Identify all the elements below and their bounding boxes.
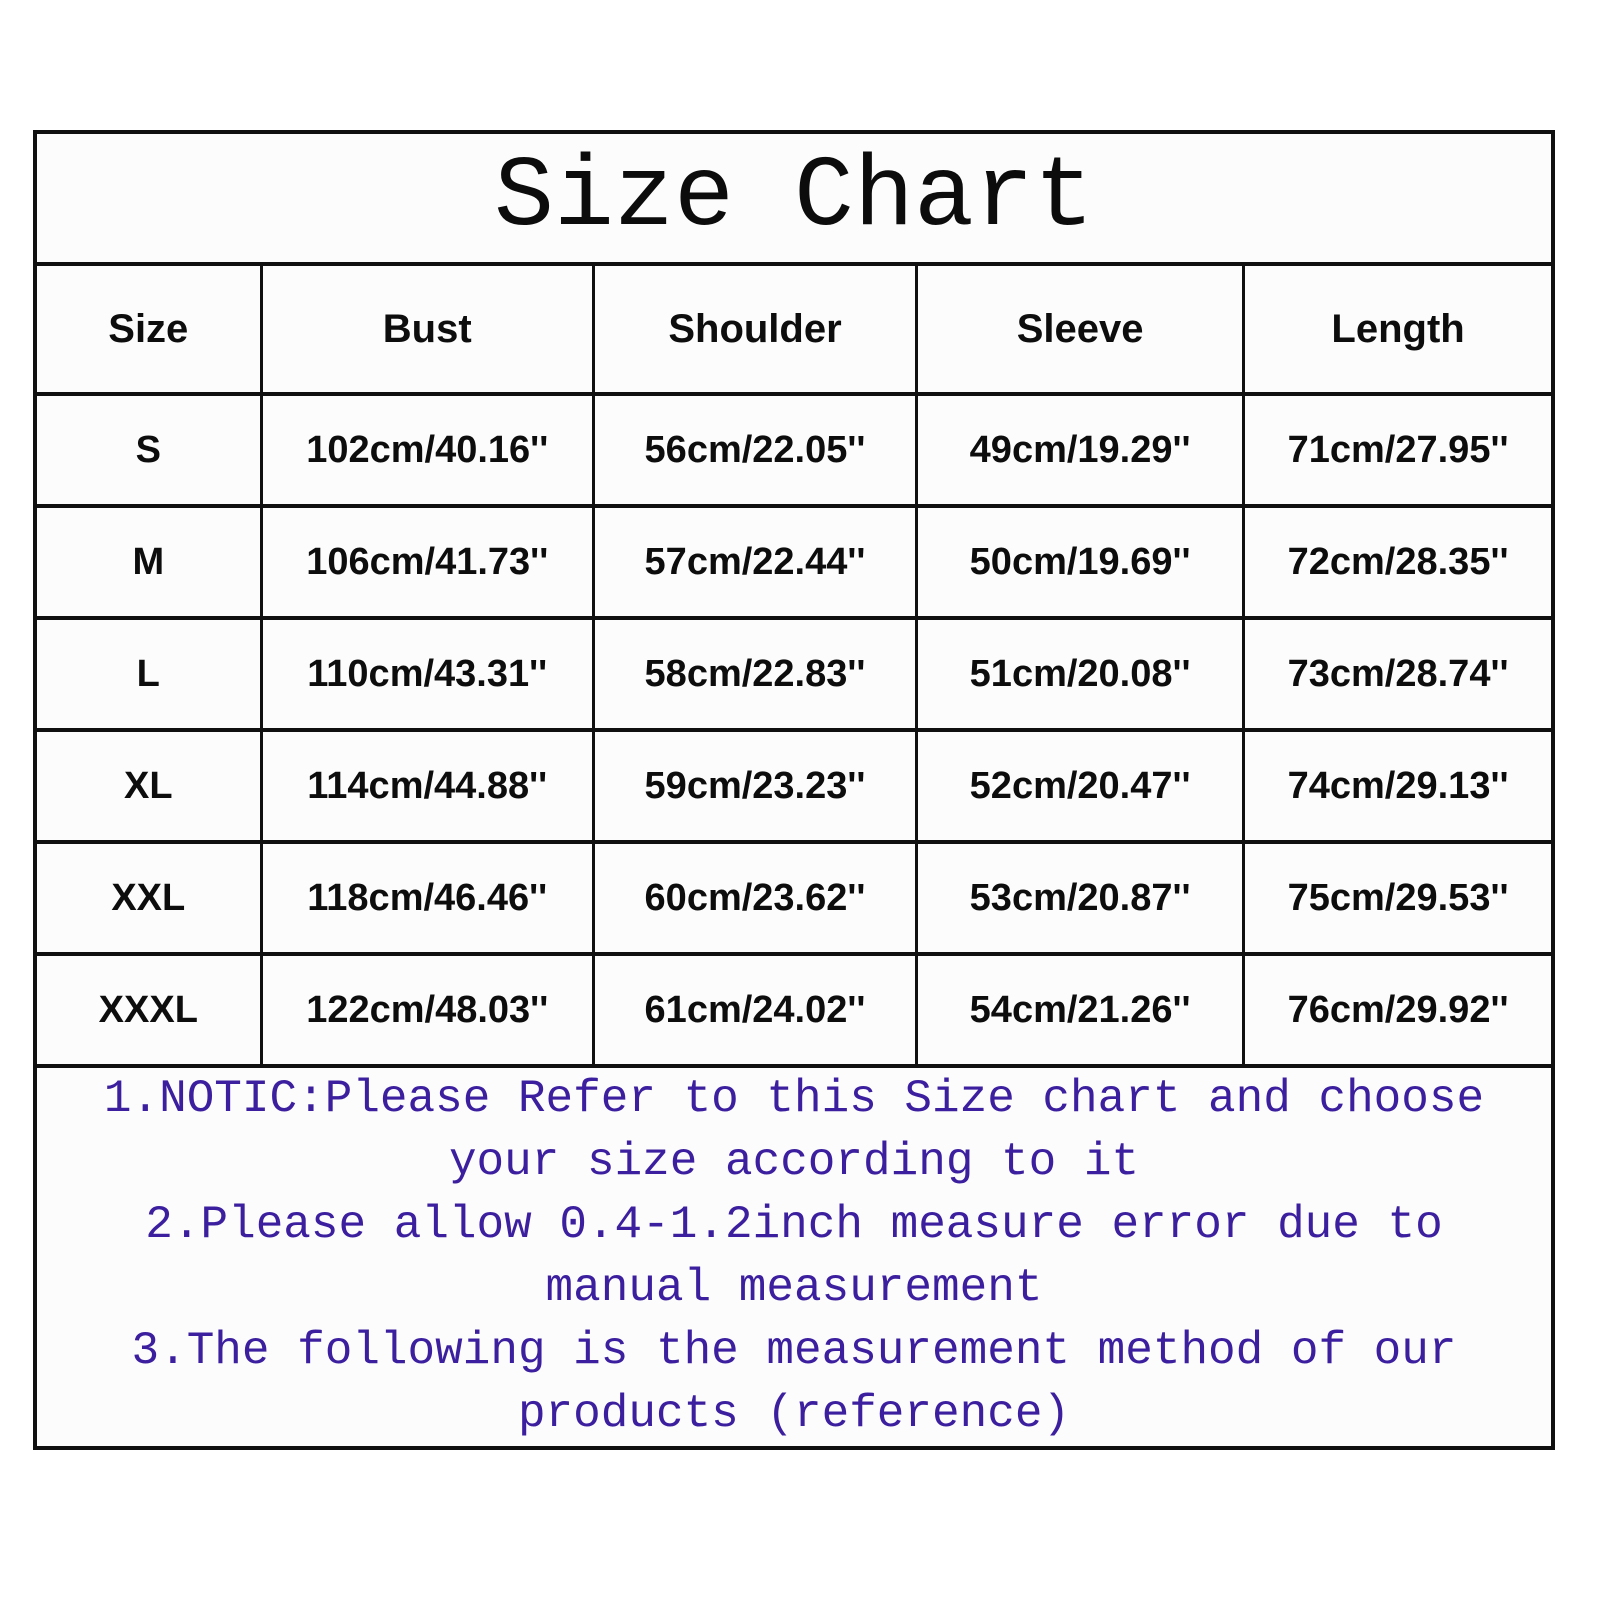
sleeve-value: 51cm/20.08'' xyxy=(918,620,1246,732)
length-value: 76cm/29.92'' xyxy=(1245,956,1551,1068)
size-label: XL xyxy=(37,732,263,844)
size-label: L xyxy=(37,620,263,732)
bust-value: 106cm/41.73'' xyxy=(262,508,595,620)
bust-value: 110cm/43.31'' xyxy=(262,620,595,732)
shoulder-value: 56cm/22.05'' xyxy=(594,396,919,508)
length-value: 74cm/29.13'' xyxy=(1245,732,1551,844)
column-header-shoulder: Shoulder xyxy=(594,266,919,396)
shoulder-value: 59cm/23.23'' xyxy=(594,732,919,844)
sleeve-value: 54cm/21.26'' xyxy=(918,956,1246,1068)
size-label: S xyxy=(37,396,263,508)
column-header-length: Length xyxy=(1245,266,1551,396)
shoulder-value: 58cm/22.83'' xyxy=(594,620,919,732)
size-table: Size Bust Shoulder Sleeve Length S 102cm… xyxy=(37,266,1551,1068)
note-line: 3.The following is the measurement metho… xyxy=(131,1325,1457,1377)
note-line: manual measurement xyxy=(545,1262,1043,1314)
length-value: 71cm/27.95'' xyxy=(1245,396,1551,508)
shoulder-value: 61cm/24.02'' xyxy=(594,956,919,1068)
bust-value: 122cm/48.03'' xyxy=(262,956,595,1068)
note-line: your size according to it xyxy=(448,1136,1140,1188)
column-header-size: Size xyxy=(37,266,263,396)
length-value: 73cm/28.74'' xyxy=(1245,620,1551,732)
sleeve-value: 50cm/19.69'' xyxy=(918,508,1246,620)
note-line: 2.Please allow 0.4-1.2inch measure error… xyxy=(145,1199,1443,1251)
size-chart-sheet: Size Chart Size Bust Shoulder Sleeve Len… xyxy=(33,130,1555,1450)
column-header-bust: Bust xyxy=(262,266,595,396)
sleeve-value: 49cm/19.29'' xyxy=(918,396,1246,508)
note-line: 1.NOTIC:Please Refer to this Size chart … xyxy=(103,1073,1485,1125)
bust-value: 118cm/46.46'' xyxy=(262,844,595,956)
sleeve-value: 53cm/20.87'' xyxy=(918,844,1246,956)
length-value: 72cm/28.35'' xyxy=(1245,508,1551,620)
shoulder-value: 60cm/23.62'' xyxy=(594,844,919,956)
sleeve-value: 52cm/20.47'' xyxy=(918,732,1246,844)
length-value: 75cm/29.53'' xyxy=(1245,844,1551,956)
size-label: XXXL xyxy=(37,956,263,1068)
page-title: Size Chart xyxy=(37,134,1551,266)
note-line: products (reference) xyxy=(517,1388,1071,1440)
size-label: M xyxy=(37,508,263,620)
notes-section: 1.NOTIC:Please Refer to this Size chart … xyxy=(37,1068,1551,1446)
bust-value: 114cm/44.88'' xyxy=(262,732,595,844)
column-header-sleeve: Sleeve xyxy=(918,266,1246,396)
shoulder-value: 57cm/22.44'' xyxy=(594,508,919,620)
bust-value: 102cm/40.16'' xyxy=(262,396,595,508)
size-label: XXL xyxy=(37,844,263,956)
